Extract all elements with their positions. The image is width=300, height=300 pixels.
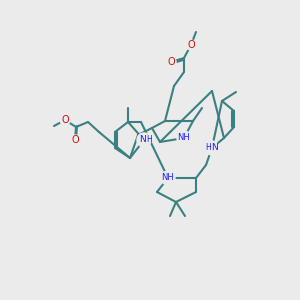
- Text: O: O: [187, 40, 195, 50]
- Text: O: O: [167, 57, 175, 67]
- Text: O: O: [71, 135, 79, 145]
- Text: N: N: [212, 143, 218, 152]
- Text: N: N: [140, 136, 146, 145]
- Circle shape: [161, 171, 175, 185]
- Circle shape: [205, 141, 219, 155]
- Text: NH: NH: [162, 173, 174, 182]
- Text: H: H: [205, 143, 211, 152]
- Circle shape: [177, 131, 191, 145]
- Circle shape: [70, 135, 80, 145]
- Text: H: H: [146, 136, 152, 145]
- Circle shape: [137, 133, 151, 147]
- Text: NH: NH: [178, 134, 190, 142]
- Circle shape: [166, 57, 176, 67]
- Text: O: O: [61, 115, 69, 125]
- Circle shape: [186, 40, 196, 50]
- Circle shape: [60, 115, 70, 125]
